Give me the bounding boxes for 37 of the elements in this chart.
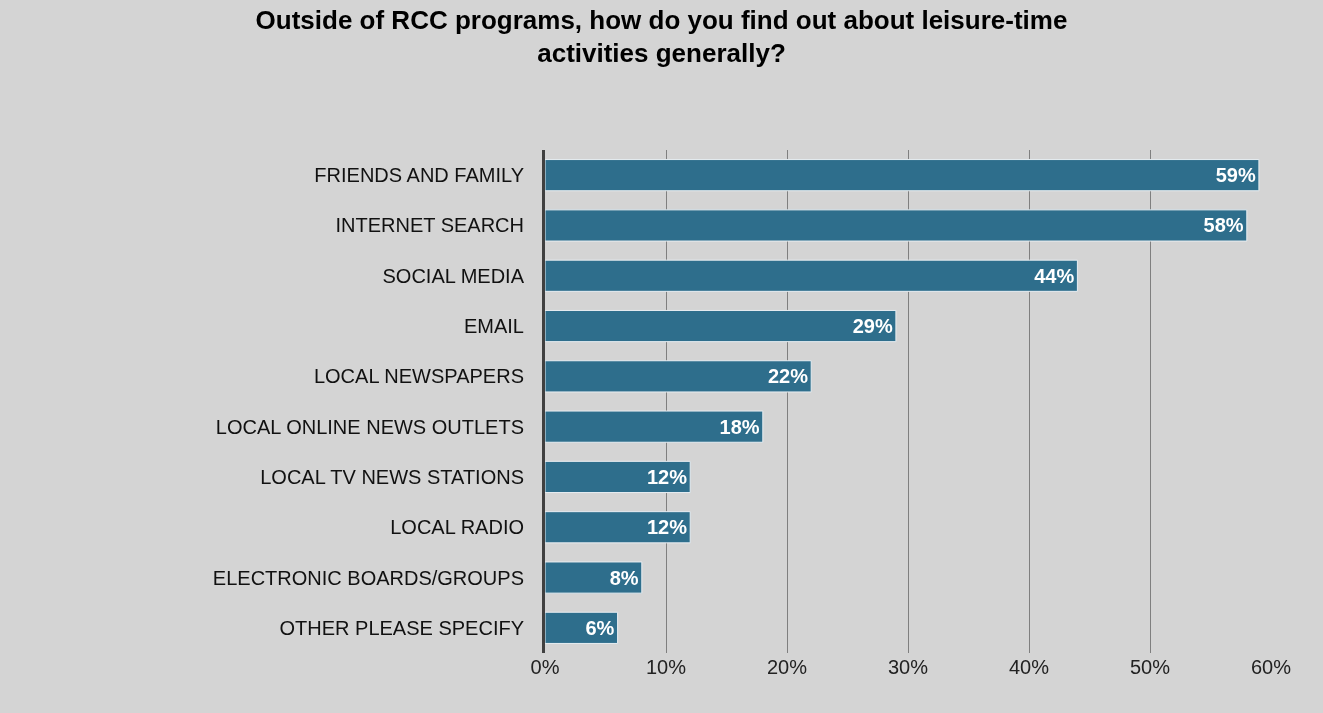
bar [545, 259, 1078, 292]
data-label: 12% [646, 516, 688, 539]
data-label: 29% [852, 315, 893, 338]
x-tick-label: 30% [887, 656, 929, 678]
data-label: 44% [1034, 264, 1075, 287]
bar [545, 360, 812, 393]
bar [545, 209, 1248, 242]
y-tick-label: ELECTRONIC BOARDS/GROUPS [212, 566, 524, 589]
bar [545, 561, 643, 594]
y-tick-label: LOCAL RADIO [390, 516, 524, 539]
data-label: 58% [1203, 214, 1244, 237]
y-tick-label: FRIENDS AND FAMILY [314, 164, 524, 187]
y-tick-label: LOCAL ONLINE NEWS OUTLETS [215, 415, 524, 438]
y-tick-label: LOCAL NEWSPAPERS [313, 365, 524, 388]
bar [545, 410, 764, 443]
y-tick-label: INTERNET SEARCH [335, 214, 524, 237]
x-tick-label: 20% [766, 656, 808, 678]
y-tick-label: OTHER PLEASE SPECIFY [279, 616, 524, 639]
x-tick-label: 60% [1250, 656, 1292, 678]
bar [545, 460, 691, 494]
y-tick-label: SOCIAL MEDIA [382, 264, 525, 287]
data-label: 6% [585, 616, 615, 639]
data-label: 12% [646, 465, 688, 488]
x-tick-label: 40% [1008, 656, 1050, 678]
y-tick-label: EMAIL [463, 315, 524, 338]
bar [545, 309, 897, 343]
data-label: 59% [1215, 164, 1256, 187]
y-tick-label: LOCAL TV NEWS STATIONS [260, 465, 524, 488]
bar [545, 159, 1260, 192]
bar [545, 511, 691, 544]
data-label: 18% [719, 415, 760, 438]
data-label: 8% [609, 566, 639, 589]
chart-title: Outside of RCC programs, how do you find out about leisure-time activities generally? [255, 4, 1068, 69]
x-tick-label: 10% [645, 656, 687, 678]
x-tick-label: 50% [1129, 656, 1171, 678]
data-label: 22% [767, 365, 809, 388]
x-tick-label: 0% [530, 656, 560, 678]
